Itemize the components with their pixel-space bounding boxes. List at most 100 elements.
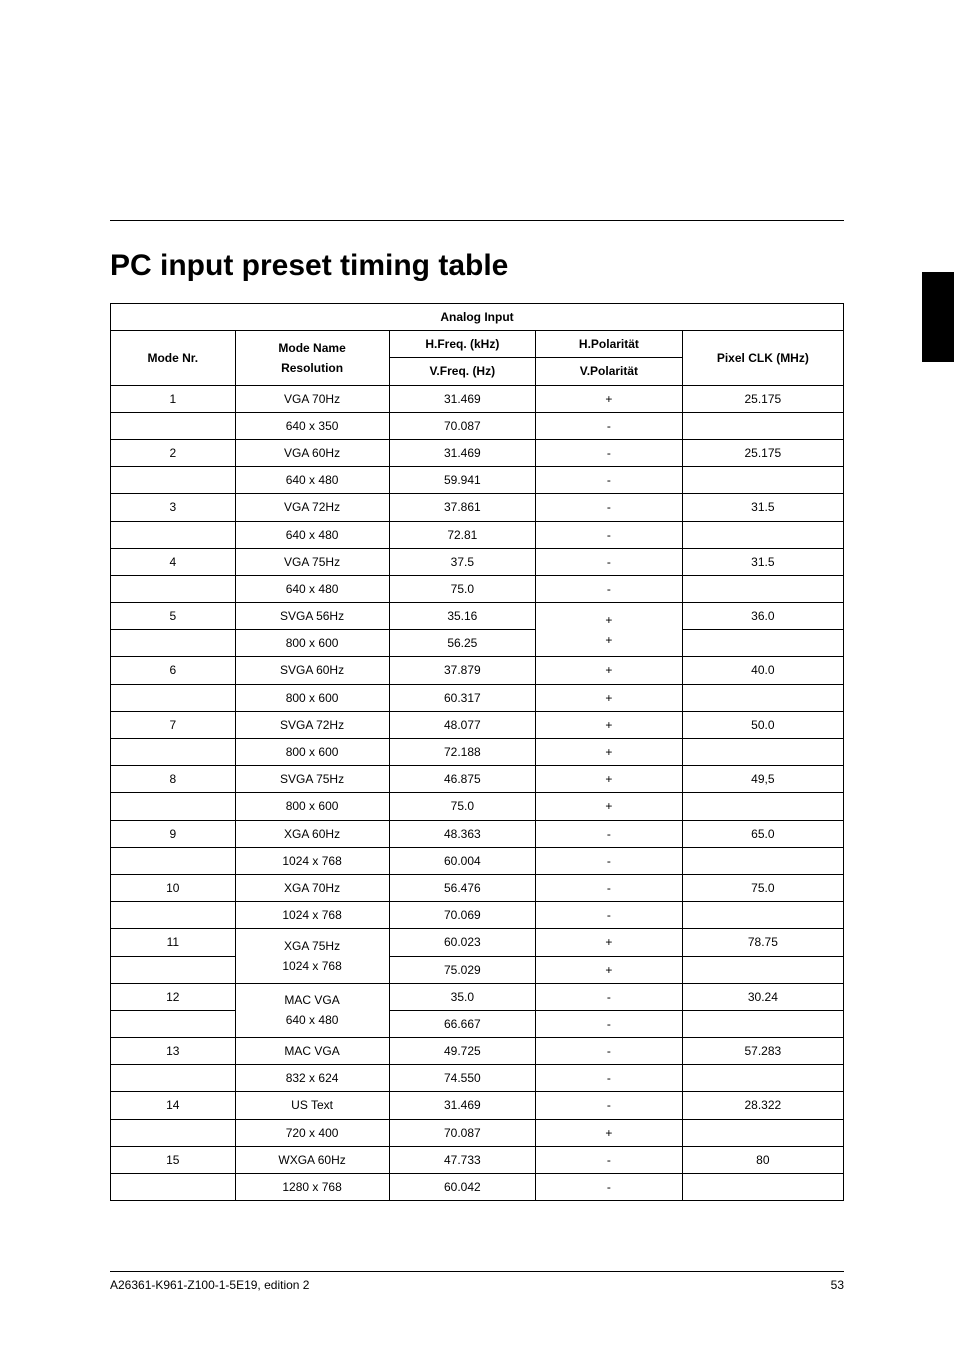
cell-freq: 60.02375.029 <box>389 929 536 983</box>
footer-left: A26361-K961-Z100-1-5E19, edition 2 <box>110 1278 309 1292</box>
col-vpol: V.Polarität <box>536 358 683 385</box>
table-row: 15 WXGA 60Hz1280 x 76847.73360.042--80 <box>111 1146 844 1200</box>
top-rule <box>110 220 844 221</box>
table-row: 3 VGA 72Hz640 x 48037.86172.81--31.5 <box>111 494 844 548</box>
cell-freq: 46.87575.0 <box>389 766 536 820</box>
cell-mode-name: VGA 72Hz640 x 480 <box>235 494 389 548</box>
cell-pixel-clk: 78.75 <box>682 929 843 983</box>
cell-mode-nr: 11 <box>111 929 236 983</box>
cell-mode-nr: 9 <box>111 820 236 874</box>
cell-freq: 48.36360.004 <box>389 820 536 874</box>
cell-polarity: ++ <box>536 711 683 765</box>
timing-table: Analog Input Mode Nr. Mode Name Resoluti… <box>110 303 844 1201</box>
cell-mode-name: XGA 70Hz1024 x 768 <box>235 874 389 928</box>
cell-freq: 37.87960.317 <box>389 657 536 711</box>
col-hpol: H.Polarität <box>536 331 683 358</box>
cell-mode-name: MAC VGA640 x 480 <box>235 983 389 1037</box>
cell-polarity: -+ <box>536 1092 683 1146</box>
cell-mode-nr: 1 <box>111 385 236 439</box>
col-vfreq: V.Freq. (Hz) <box>389 358 536 385</box>
cell-pixel-clk: 75.0 <box>682 874 843 928</box>
col-mode-name: Mode Name Resolution <box>235 331 389 385</box>
cell-pixel-clk: 80 <box>682 1146 843 1200</box>
cell-pixel-clk: 65.0 <box>682 820 843 874</box>
cell-mode-name: MAC VGA832 x 624 <box>235 1038 389 1092</box>
cell-pixel-clk: 25.175 <box>682 385 843 439</box>
cell-mode-name: WXGA 60Hz1280 x 768 <box>235 1146 389 1200</box>
cell-freq: 31.46970.087 <box>389 1092 536 1146</box>
cell-pixel-clk: 40.0 <box>682 657 843 711</box>
col-mode-name-l2: Resolution <box>240 358 385 378</box>
cell-mode-name: VGA 75Hz640 x 480 <box>235 548 389 602</box>
col-mode-nr: Mode Nr. <box>111 331 236 385</box>
cell-mode-nr: 10 <box>111 874 236 928</box>
cell-polarity: ++ <box>536 929 683 983</box>
cell-mode-nr: 13 <box>111 1038 236 1092</box>
cell-freq: 47.73360.042 <box>389 1146 536 1200</box>
cell-freq: 35.066.667 <box>389 983 536 1037</box>
cell-mode-name: VGA 70Hz640 x 350 <box>235 385 389 439</box>
table-row: 8 SVGA 75Hz800 x 60046.87575.0++49,5 <box>111 766 844 820</box>
cell-mode-name: US Text720 x 400 <box>235 1092 389 1146</box>
cell-polarity: -- <box>536 439 683 493</box>
cell-polarity: -- <box>536 1146 683 1200</box>
cell-polarity: -- <box>536 874 683 928</box>
cell-mode-nr: 7 <box>111 711 236 765</box>
cell-mode-name: XGA 75Hz1024 x 768 <box>235 929 389 983</box>
footer-right: 53 <box>831 1278 844 1292</box>
col-pixel-clk: Pixel CLK (MHz) <box>682 331 843 385</box>
table-row: 2 VGA 60Hz640 x 48031.46959.941--25.175 <box>111 439 844 493</box>
cell-pixel-clk: 30.24 <box>682 983 843 1037</box>
table-row: 12 MAC VGA640 x 48035.066.667--30.24 <box>111 983 844 1037</box>
table-row: 13 MAC VGA832 x 62449.72574.550--57.283 <box>111 1038 844 1092</box>
cell-mode-nr: 15 <box>111 1146 236 1200</box>
table-row: 11 XGA 75Hz1024 x 76860.02375.029++78.75 <box>111 929 844 983</box>
cell-pixel-clk: 49,5 <box>682 766 843 820</box>
cell-mode-nr: 5 <box>111 603 236 657</box>
cell-pixel-clk: 50.0 <box>682 711 843 765</box>
table-row: 1 VGA 70Hz640 x 35031.46970.087+-25.175 <box>111 385 844 439</box>
cell-freq: 31.46959.941 <box>389 439 536 493</box>
cell-polarity: -- <box>536 494 683 548</box>
table-row: 5 SVGA 56Hz800 x 60035.1656.25++36.0 <box>111 603 844 657</box>
footer: A26361-K961-Z100-1-5E19, edition 2 53 <box>110 1271 844 1292</box>
cell-freq: 37.86172.81 <box>389 494 536 548</box>
cell-polarity: -- <box>536 1038 683 1092</box>
cell-freq: 48.07772.188 <box>389 711 536 765</box>
cell-pixel-clk: 31.5 <box>682 548 843 602</box>
cell-polarity: ++ <box>536 657 683 711</box>
cell-mode-nr: 2 <box>111 439 236 493</box>
cell-mode-name: SVGA 75Hz800 x 600 <box>235 766 389 820</box>
cell-polarity: -- <box>536 983 683 1037</box>
page-title: PC input preset timing table <box>110 249 844 283</box>
cell-pixel-clk: 28.322 <box>682 1092 843 1146</box>
table-row: 6 SVGA 60Hz800 x 60037.87960.317++40.0 <box>111 657 844 711</box>
cell-freq: 56.47670.069 <box>389 874 536 928</box>
cell-mode-name: SVGA 56Hz800 x 600 <box>235 603 389 657</box>
cell-pixel-clk: 25.175 <box>682 439 843 493</box>
cell-mode-name: SVGA 60Hz800 x 600 <box>235 657 389 711</box>
cell-mode-nr: 6 <box>111 657 236 711</box>
cell-pixel-clk: 31.5 <box>682 494 843 548</box>
cell-mode-nr: 12 <box>111 983 236 1037</box>
table-row: 4 VGA 75Hz640 x 48037.575.0--31.5 <box>111 548 844 602</box>
cell-polarity: ++ <box>536 766 683 820</box>
col-mode-name-l1: Mode Name <box>240 338 385 358</box>
table-row: 10 XGA 70Hz1024 x 76856.47670.069--75.0 <box>111 874 844 928</box>
table-row: 7 SVGA 72Hz800 x 60048.07772.188++50.0 <box>111 711 844 765</box>
page-content: PC input preset timing table Analog Inpu… <box>0 0 954 1352</box>
cell-mode-name: SVGA 72Hz800 x 600 <box>235 711 389 765</box>
cell-polarity: -- <box>536 548 683 602</box>
col-hfreq: H.Freq. (kHz) <box>389 331 536 358</box>
cell-pixel-clk: 57.283 <box>682 1038 843 1092</box>
cell-freq: 49.72574.550 <box>389 1038 536 1092</box>
cell-pixel-clk: 36.0 <box>682 603 843 657</box>
cell-mode-name: VGA 60Hz640 x 480 <box>235 439 389 493</box>
cell-mode-nr: 14 <box>111 1092 236 1146</box>
table-row: 9 XGA 60Hz1024 x 76848.36360.004--65.0 <box>111 820 844 874</box>
cell-polarity: +- <box>536 385 683 439</box>
footer-rule <box>110 1271 844 1272</box>
cell-freq: 31.46970.087 <box>389 385 536 439</box>
table-row: 14 US Text720 x 40031.46970.087-+28.322 <box>111 1092 844 1146</box>
cell-mode-nr: 4 <box>111 548 236 602</box>
